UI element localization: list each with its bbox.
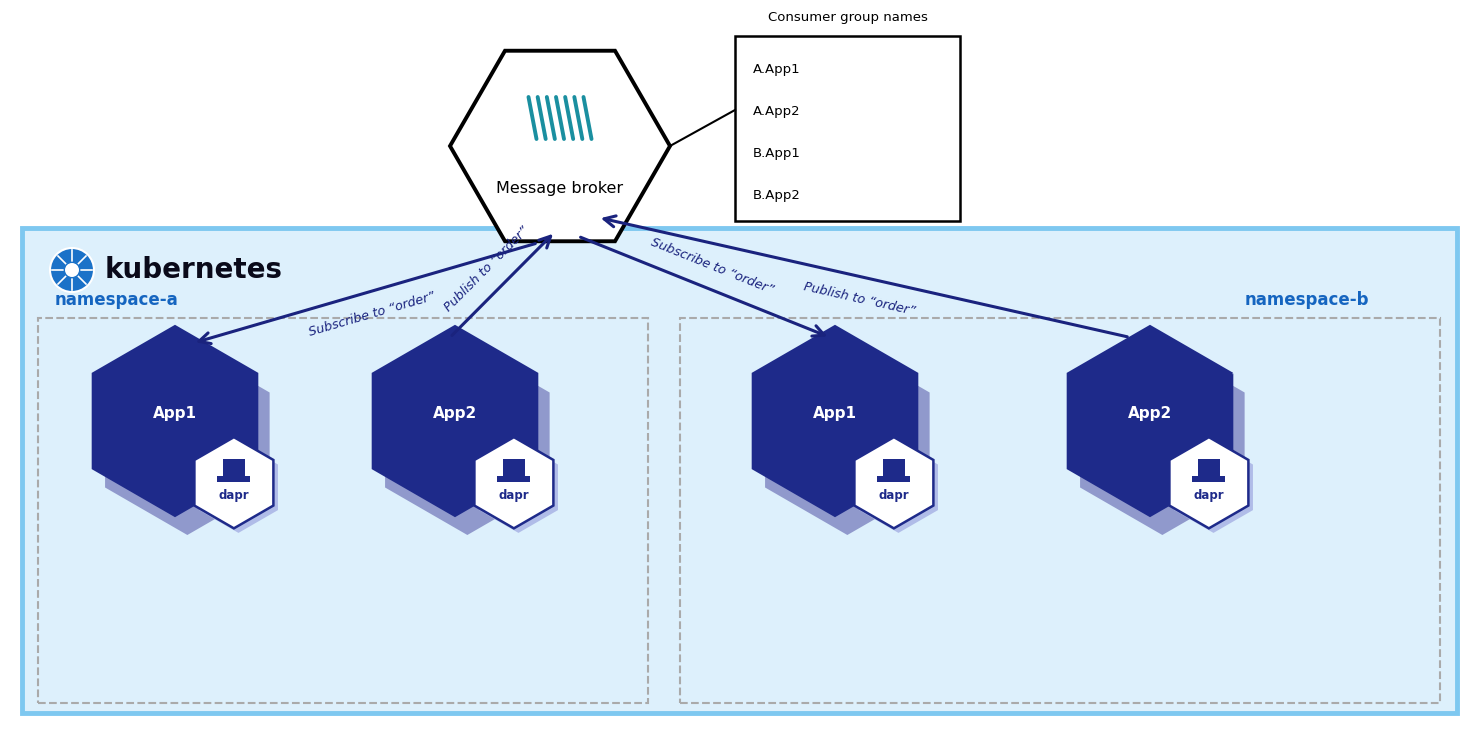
Text: App2: App2 <box>1129 406 1172 421</box>
Text: Message broker: Message broker <box>497 181 623 195</box>
FancyBboxPatch shape <box>1198 459 1221 476</box>
Text: namespace-b: namespace-b <box>1246 291 1369 309</box>
Text: Subscribe to “order”: Subscribe to “order” <box>650 236 776 297</box>
Text: Subscribe to “order”: Subscribe to “order” <box>307 289 436 338</box>
Text: dapr: dapr <box>1194 489 1223 502</box>
Text: B.App2: B.App2 <box>753 189 801 202</box>
FancyBboxPatch shape <box>497 476 531 482</box>
Polygon shape <box>449 50 670 241</box>
FancyBboxPatch shape <box>503 459 525 476</box>
Polygon shape <box>194 437 273 529</box>
Circle shape <box>64 262 80 278</box>
Text: App1: App1 <box>153 406 197 421</box>
Polygon shape <box>93 326 257 516</box>
Text: namespace-a: namespace-a <box>55 291 179 309</box>
Polygon shape <box>105 345 270 535</box>
Text: Publish to “order”: Publish to “order” <box>442 224 532 314</box>
Text: B.App1: B.App1 <box>753 146 801 159</box>
Text: A.App1: A.App1 <box>753 62 801 75</box>
Text: App1: App1 <box>813 406 857 421</box>
Text: dapr: dapr <box>218 489 249 502</box>
Polygon shape <box>372 326 537 516</box>
FancyBboxPatch shape <box>1192 476 1225 482</box>
FancyBboxPatch shape <box>222 459 245 476</box>
Polygon shape <box>854 437 933 529</box>
FancyBboxPatch shape <box>736 36 960 221</box>
Text: Consumer group names: Consumer group names <box>768 11 927 24</box>
Text: dapr: dapr <box>498 489 529 502</box>
FancyBboxPatch shape <box>218 476 251 482</box>
Text: dapr: dapr <box>878 489 909 502</box>
Polygon shape <box>1170 437 1249 529</box>
Polygon shape <box>765 345 930 535</box>
Polygon shape <box>479 442 558 533</box>
Text: App2: App2 <box>433 406 478 421</box>
Polygon shape <box>1068 326 1232 516</box>
Polygon shape <box>199 442 277 533</box>
Text: Publish to “order”: Publish to “order” <box>802 280 916 318</box>
Text: A.App2: A.App2 <box>753 105 801 118</box>
Polygon shape <box>753 326 918 516</box>
Polygon shape <box>1175 442 1253 533</box>
Text: kubernetes: kubernetes <box>105 256 283 284</box>
FancyBboxPatch shape <box>22 228 1456 713</box>
FancyBboxPatch shape <box>882 459 905 476</box>
Polygon shape <box>475 437 553 529</box>
Polygon shape <box>386 345 550 535</box>
Circle shape <box>50 248 93 292</box>
Polygon shape <box>859 442 937 533</box>
FancyBboxPatch shape <box>878 476 911 482</box>
Polygon shape <box>1080 345 1244 535</box>
